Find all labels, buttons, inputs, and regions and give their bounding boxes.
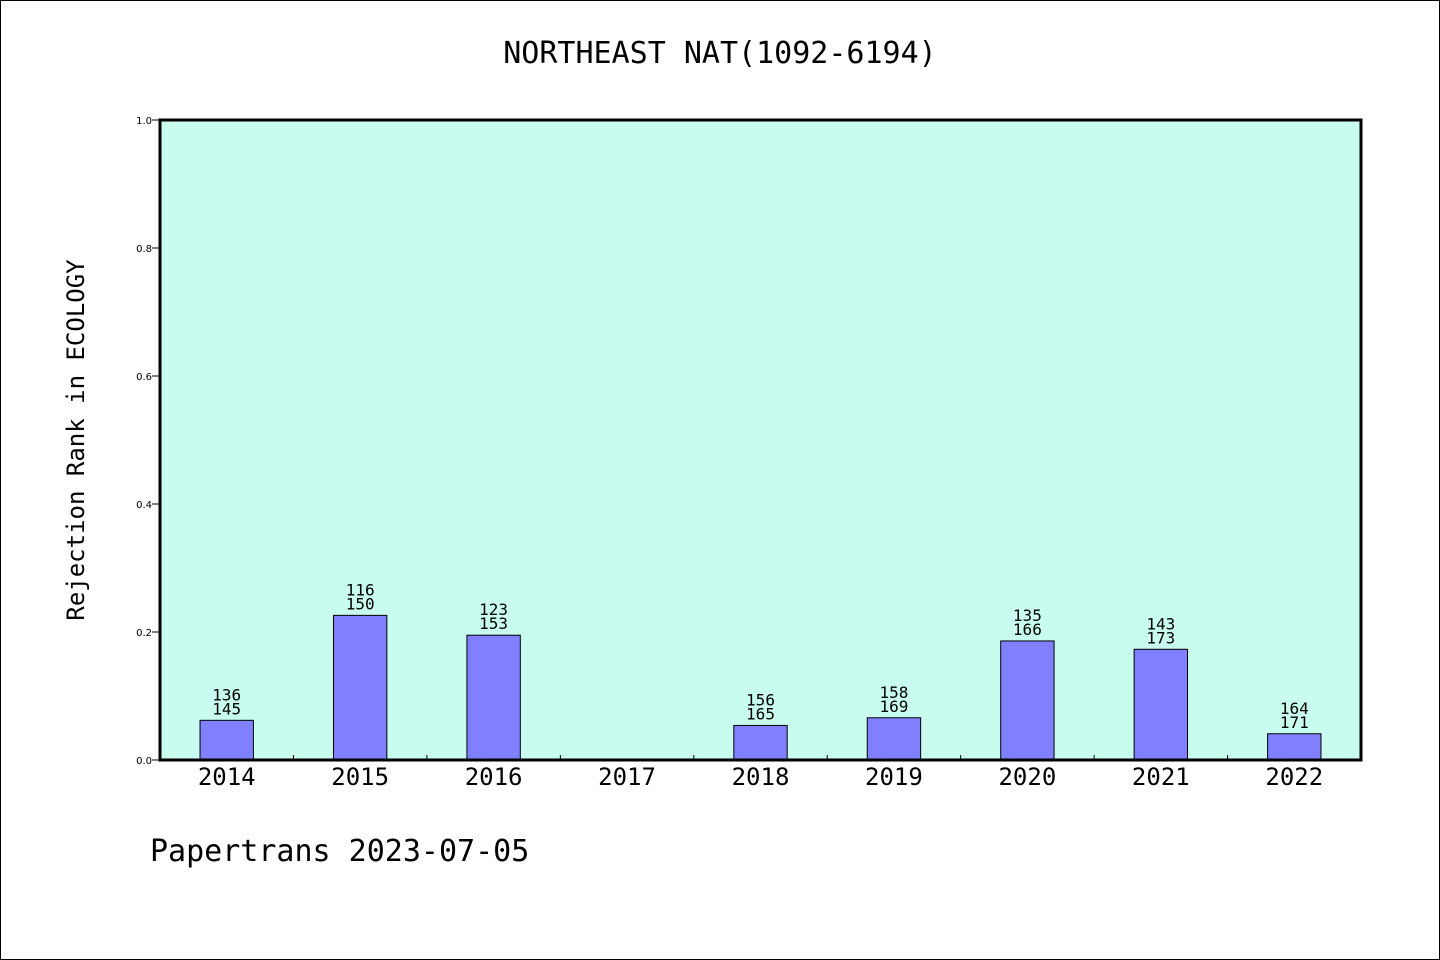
bar-label-top: 123 <box>479 600 508 619</box>
x-tick-label: 2017 <box>598 763 656 791</box>
bar-label-top: 116 <box>346 580 375 599</box>
bar <box>1000 640 1055 761</box>
y-tick-label: 0.6 <box>136 372 152 383</box>
plot-border <box>158 118 1363 762</box>
bar <box>1267 733 1322 761</box>
bar-label-bottom: 169 <box>879 697 908 716</box>
y-tick-label: 0.8 <box>136 244 152 255</box>
footer-credit: Papertrans 2023-07-05 <box>150 834 530 869</box>
bar-label-bottom: 153 <box>479 614 508 633</box>
y-tick-label: 0.0 <box>136 756 152 767</box>
bar-label-top: 158 <box>879 683 908 702</box>
y-tick-label: 0.2 <box>136 628 152 639</box>
y-axis: 0.0 0.2 0.4 0.6 0.8 1.0 <box>136 116 160 767</box>
bar <box>466 634 521 761</box>
x-tick-label: 2022 <box>1265 763 1323 791</box>
chart-title: NORTHEAST NAT(1092-6194) <box>503 36 937 71</box>
bar <box>733 724 788 761</box>
y-axis-title: Rejection Rank in ECOLOGY <box>62 259 90 621</box>
bar-label-bottom: 150 <box>346 594 375 613</box>
bar <box>1133 648 1189 761</box>
y-tick-label: 0.4 <box>136 500 152 511</box>
bar-label-top: 135 <box>1013 606 1042 625</box>
x-tick-label: 2015 <box>331 763 389 791</box>
x-tick-label: 2019 <box>865 763 923 791</box>
bar-label-bottom: 145 <box>212 699 241 718</box>
bar-label-bottom: 165 <box>746 704 775 723</box>
bar-label-top: 156 <box>746 690 775 709</box>
x-tick-label: 2014 <box>198 763 256 791</box>
y-tick-label: 1.0 <box>136 116 152 127</box>
bar-label-bottom: 171 <box>1280 713 1309 732</box>
bar-label-bottom: 173 <box>1146 628 1175 647</box>
bar-label-top: 143 <box>1146 614 1175 633</box>
bar-label-top: 164 <box>1280 699 1309 718</box>
bar <box>332 614 388 761</box>
bar <box>866 717 922 761</box>
x-axis: 2014 2015 2016 2017 2018 2019 2020 2021 2022 <box>198 755 1323 791</box>
bar <box>199 719 254 761</box>
x-tick-label: 2018 <box>732 763 790 791</box>
x-tick-label: 2016 <box>465 763 523 791</box>
bar-label-bottom: 166 <box>1013 620 1042 639</box>
bar-label-top: 136 <box>212 685 241 704</box>
x-tick-label: 2021 <box>1132 763 1190 791</box>
x-tick-label: 2020 <box>998 763 1056 791</box>
